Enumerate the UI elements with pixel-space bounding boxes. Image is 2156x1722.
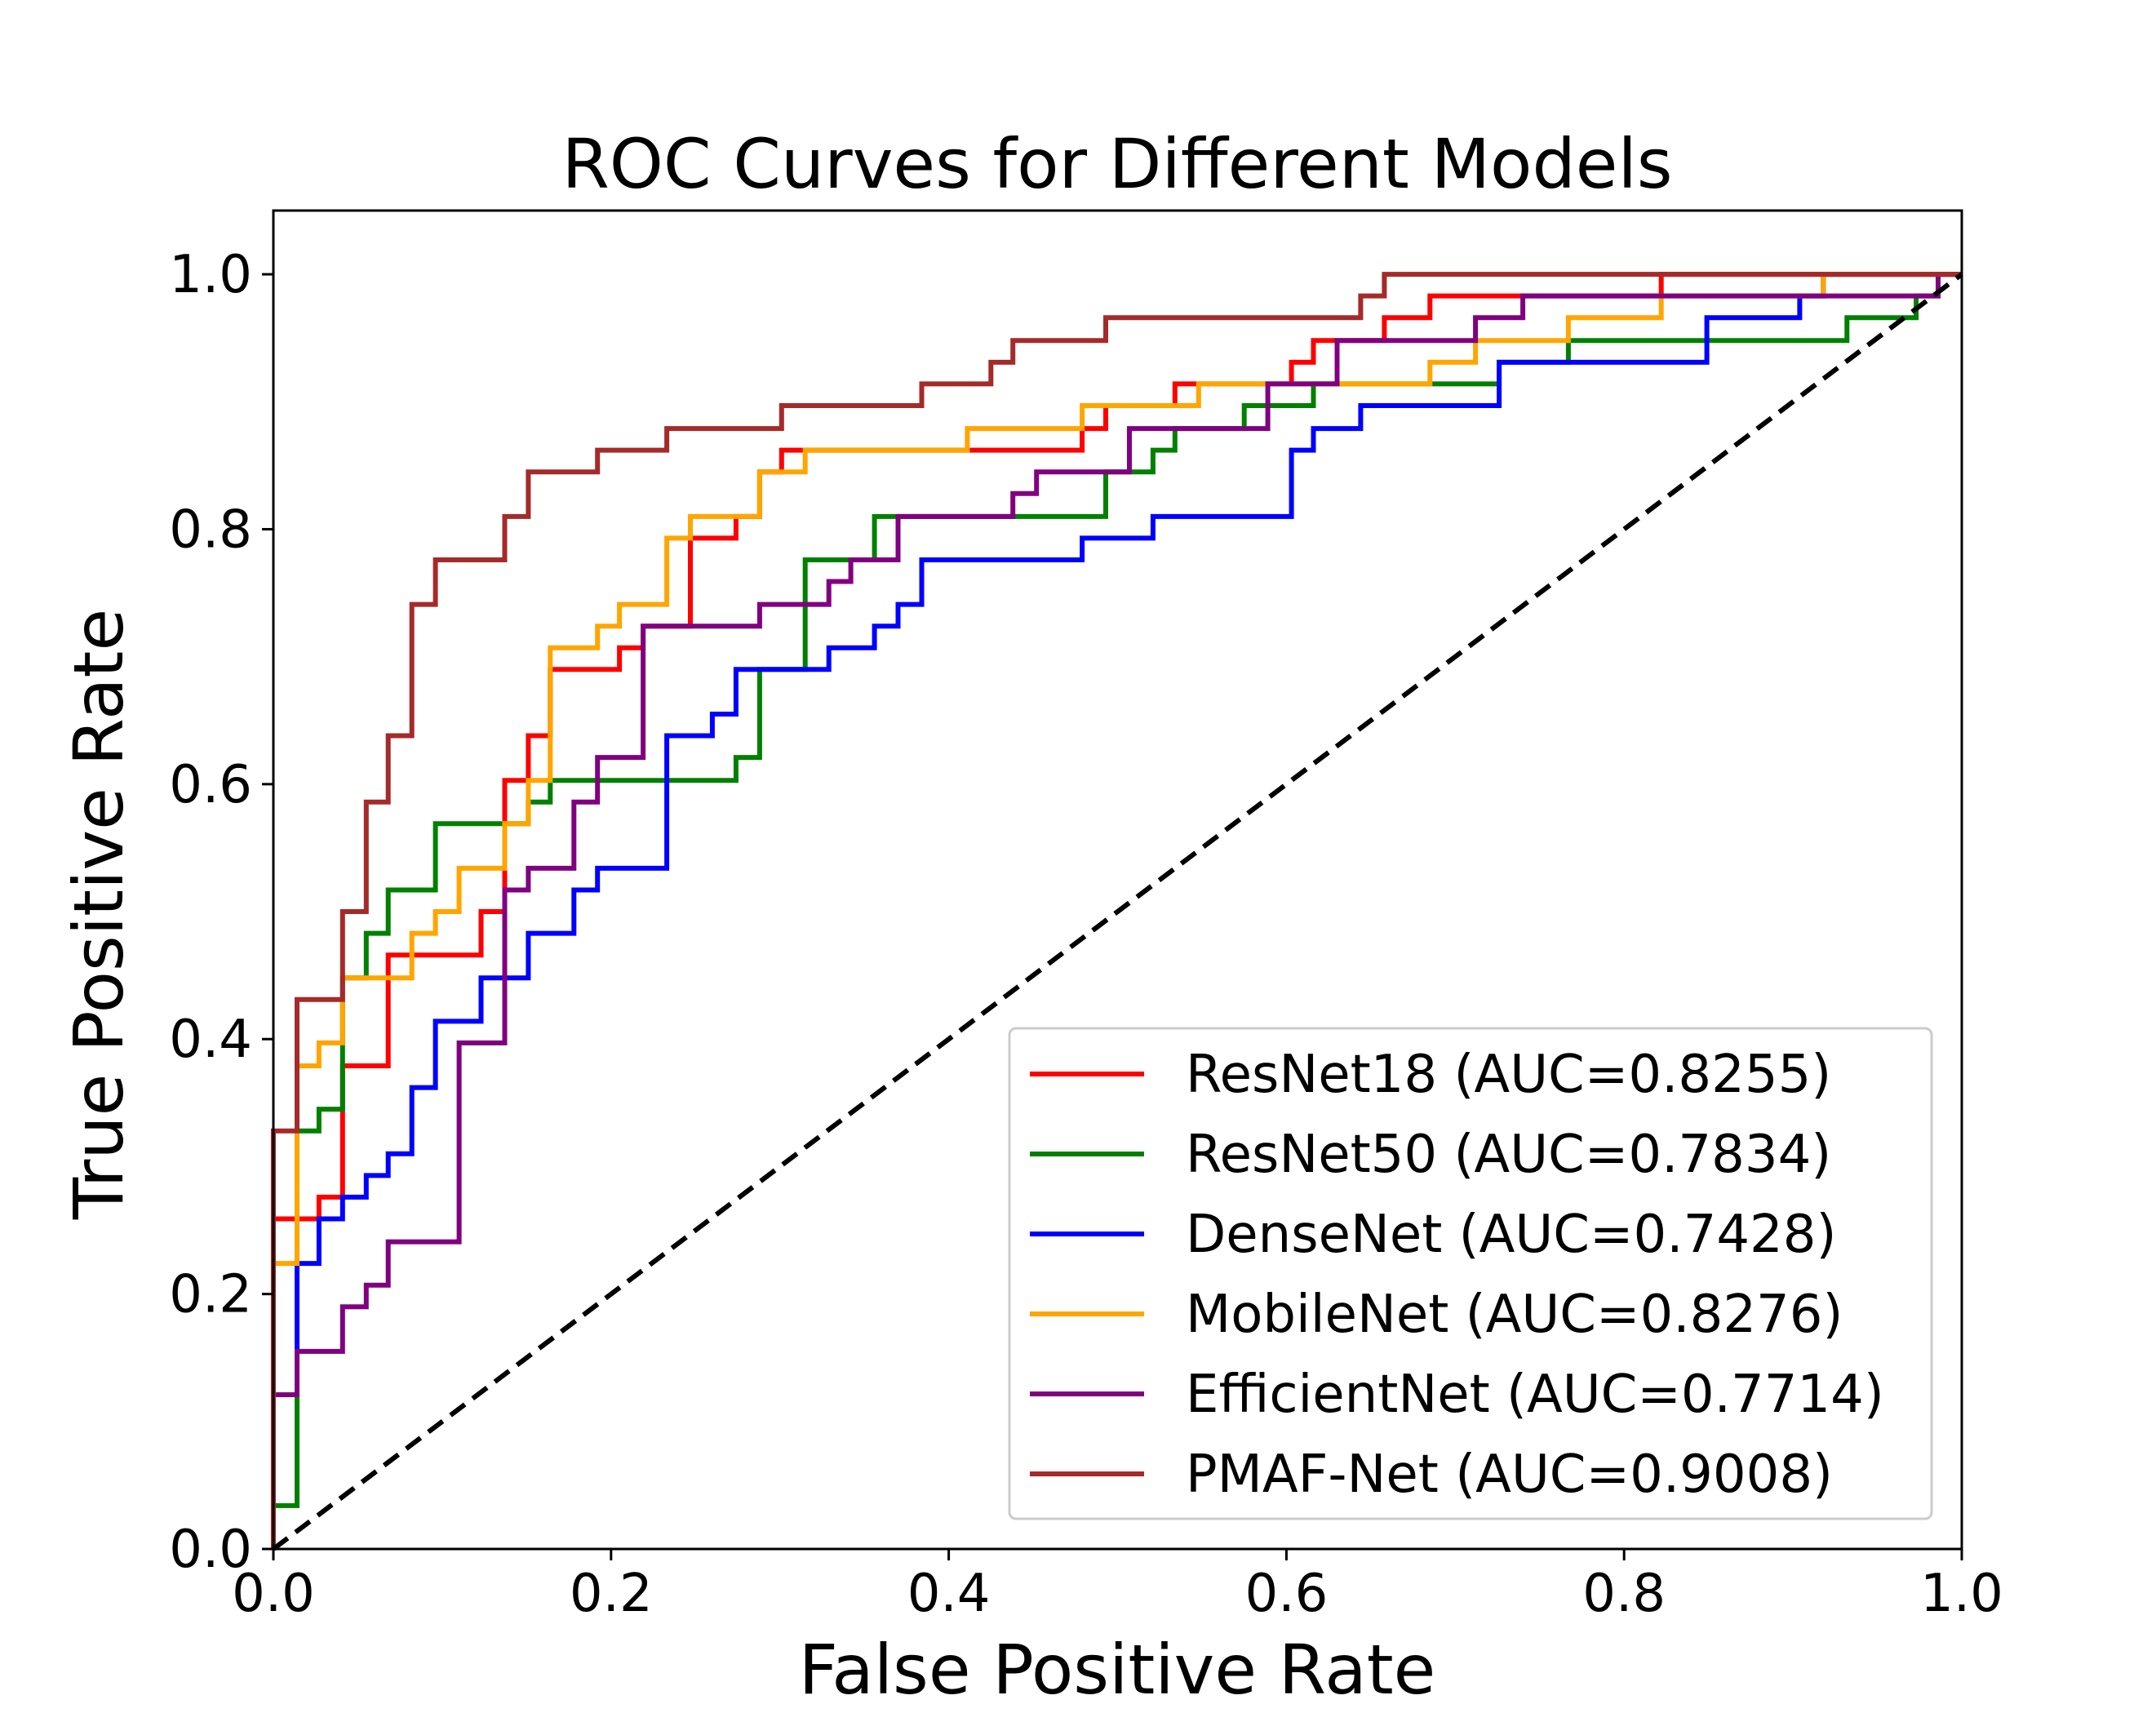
y-tick-label: 0.0 [169,1520,252,1580]
series-line-resnet18 [271,272,1962,1549]
plot-area: 0.0 0.2 0.4 0.6 0.8 1.0 0.0 0.2 0.4 0.6 0.8 1.0 [169,209,2003,1624]
x-tick-label: 0.2 [570,1564,653,1624]
diagonal-reference-line [272,272,1963,1551]
y-axis-label: True Positive Rate [59,609,139,1220]
legend-label: ResNet50 (AUC=0.7834) [1186,1125,1831,1185]
legend-box [1008,1027,1933,1520]
y-tick-label: 0.4 [169,1010,252,1070]
legend-label: ResNet18 (AUC=0.8255) [1186,1045,1831,1105]
x-axis-label: False Positive Rate [799,1630,1436,1710]
y-tick-label: 0.6 [169,755,252,815]
series-line-densenet [271,272,1962,1549]
legend-label: PMAF-Net (AUC=0.9008) [1186,1445,1833,1505]
x-tick-label: 0.6 [1245,1564,1329,1624]
y-tick-label: 1.0 [169,245,252,305]
x-tick-label: 1.0 [1920,1564,2003,1624]
y-tick-label: 0.2 [169,1265,252,1325]
series-line-pmaf-net [271,272,1962,1549]
legend: ResNet18 (AUC=0.8255) ResNet50 (AUC=0.783… [1008,1027,1933,1520]
series-line-efficientnet [271,272,1962,1549]
chart-title: ROC Curves for Different Models [561,124,1672,204]
series-line-mobilenet [271,272,1962,1549]
x-tick-label: 0.0 [232,1564,315,1624]
series-layer [271,272,1962,1549]
ticks-layer: 0.0 0.2 0.4 0.6 0.8 1.0 0.0 0.2 0.4 0.6 0.8 1.0 [169,245,2003,1624]
plot-frame [272,209,1963,1551]
y-tick-label: 0.8 [169,499,252,560]
x-tick-label: 0.4 [907,1564,991,1624]
x-tick-label: 0.8 [1582,1564,1666,1624]
legend-label: EfficientNet (AUC=0.7714) [1186,1365,1884,1425]
legend-label: DenseNet (AUC=0.7428) [1186,1205,1836,1265]
legend-label: MobileNet (AUC=0.8276) [1186,1285,1843,1345]
